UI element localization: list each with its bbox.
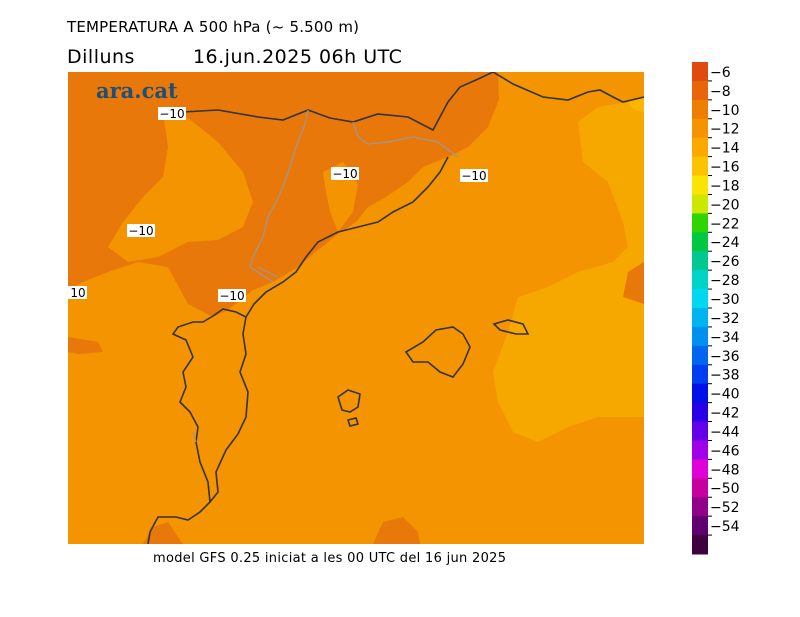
legend-color-swatch [692, 383, 708, 404]
legend-label: −24 [710, 235, 740, 251]
legend-label: −28 [710, 273, 740, 289]
legend-label: −10 [710, 103, 740, 119]
legend-color-swatch [692, 516, 708, 536]
contour-label: −10 [331, 167, 359, 181]
legend-label: −32 [710, 311, 740, 327]
warm-patch-east [623, 262, 644, 304]
legend-color-swatch [692, 270, 708, 290]
legend-color-swatch [692, 213, 708, 233]
legend-label: −30 [710, 292, 740, 308]
legend-label: −12 [710, 122, 740, 138]
contour-label-text: −10 [461, 169, 486, 183]
legend-color-swatch [692, 175, 708, 195]
map-title: TEMPERATURA A 500 hPa (~ 5.500 m) [67, 18, 360, 36]
legend-label: −22 [710, 216, 740, 232]
legend-color-swatch [692, 289, 708, 309]
legend-label: −36 [710, 349, 740, 365]
legend-color-swatch [692, 440, 708, 460]
legend-label: −52 [710, 500, 740, 516]
legend-color-swatch [692, 459, 708, 479]
legend-color-swatch [692, 80, 708, 101]
island-menorca [492, 319, 530, 335]
legend-label: −20 [710, 197, 740, 213]
contour-label-text: −10 [332, 167, 357, 181]
legend-label: −50 [710, 481, 740, 497]
legend-label: −48 [710, 462, 740, 478]
legend-label: −42 [710, 406, 740, 422]
legend-label: −38 [710, 368, 740, 384]
legend-label: −16 [710, 160, 740, 176]
legend-color-swatch [692, 326, 708, 347]
legend-color-swatch [692, 99, 708, 120]
legend-label: −34 [710, 330, 740, 346]
legend-color-swatch [692, 62, 708, 82]
cool-pocket-east [448, 72, 503, 157]
contour-label-text: 10 [70, 286, 85, 300]
warm-patch-west [68, 337, 103, 354]
legend-color-swatch [692, 251, 708, 271]
temperature-map: −10 −10 −10 −10 −10 10 [68, 72, 644, 544]
legend-color-swatch [692, 421, 708, 441]
contour-label: −10 [127, 224, 155, 238]
legend-label: −40 [710, 387, 740, 403]
legend-label: −54 [710, 519, 740, 535]
island-formentera [346, 417, 360, 427]
legend-color-swatch [692, 118, 708, 139]
legend-color-swatch [692, 402, 708, 423]
forecast-day: Dilluns [67, 46, 135, 68]
model-info: model GFS 0.25 iniciat a les 00 UTC del … [153, 551, 507, 566]
legend-color-swatch [692, 535, 708, 555]
legend-color-swatch [692, 156, 708, 177]
legend-label: −44 [710, 424, 740, 440]
coastline [147, 72, 644, 544]
legend-label: −26 [710, 254, 740, 270]
contour-label: −10 [460, 169, 488, 183]
legend-label: −8 [710, 84, 731, 100]
legend-label: −18 [710, 178, 740, 194]
island-ibiza [337, 389, 361, 413]
contour-label-text: −10 [128, 224, 153, 238]
legend-color-swatch [692, 497, 708, 517]
contour-label: 10 [68, 286, 87, 300]
border-lines [192, 109, 459, 443]
legend-label: −6 [710, 65, 731, 81]
legend-color-swatch [692, 345, 708, 366]
coastline-west [171, 308, 247, 503]
warm-patch-south [373, 517, 420, 544]
legend-label: −14 [710, 141, 740, 157]
cool-spot-northeast [628, 97, 644, 112]
legend-label: −46 [710, 443, 740, 459]
legend-color-swatch [692, 194, 708, 214]
contour-label: −10 [158, 107, 186, 121]
contour-label-text: −10 [219, 289, 244, 303]
island-mallorca [404, 326, 471, 378]
legend-color-swatch [692, 364, 708, 385]
legend-color-swatch [692, 308, 708, 328]
cool-region-east [493, 97, 644, 442]
legend-color-swatch [692, 478, 708, 498]
legend-color-swatch [692, 232, 708, 252]
contour-label-text: −10 [159, 107, 184, 121]
forecast-date: 16.jun.2025 06h UTC [192, 46, 403, 68]
forecast-datetime: Dilluns 16.jun.2025 06h UTC [67, 46, 402, 68]
legend-color-swatch [692, 137, 708, 158]
brand-logo: ara.cat [96, 78, 178, 103]
contour-label: −10 [218, 289, 246, 303]
